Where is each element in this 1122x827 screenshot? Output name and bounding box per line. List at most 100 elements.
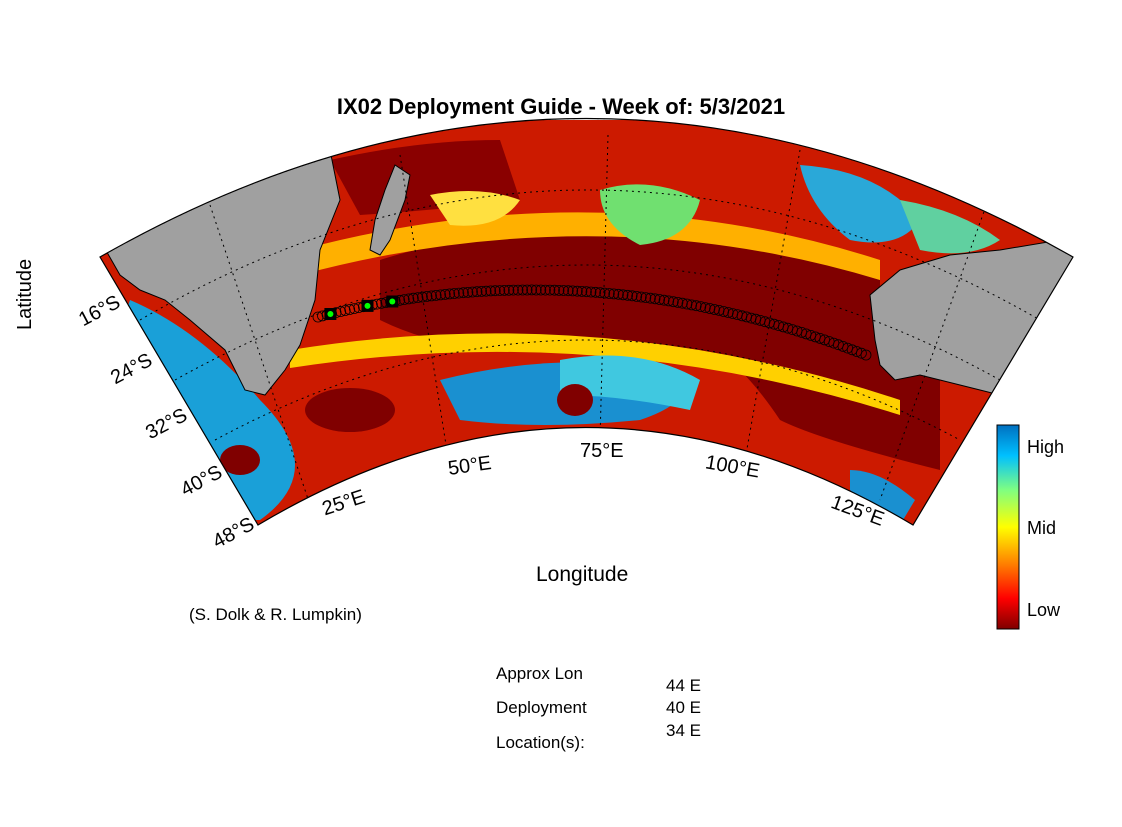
track-point [663,295,675,307]
track-point [576,285,588,297]
colorbar-high-label: High [1027,437,1065,457]
track-point [672,296,684,308]
track-point [348,303,360,315]
deployment-lon-value: 34 E [666,721,701,740]
colorbar-low-label: Low [1027,600,1061,620]
track-point [617,289,629,301]
deployment-markers [324,295,399,320]
deployment-lon-value: 44 E [666,676,701,695]
track-point [453,287,465,299]
colorbar [996,424,1020,630]
deployment-marker-dot [364,302,371,309]
track-point [635,291,647,303]
track-point [457,287,469,299]
track-point [686,299,697,311]
ocean-field [100,120,1073,525]
track-point [448,288,460,299]
track-point [622,289,633,301]
track-point [521,284,533,296]
track-point [485,285,497,297]
info-label-line2: Deployment [496,698,587,717]
track-point [526,284,538,296]
track-point [517,284,528,296]
track-point [503,284,515,296]
track-point [645,292,656,304]
track-point [833,339,844,351]
track-point [558,285,569,296]
track-point [403,293,415,305]
deployment-marker-dot [327,311,334,317]
track-point [439,288,451,300]
map-frame [99,118,1074,526]
track-point [489,285,501,297]
track-point [544,284,556,296]
chart-title: IX02 Deployment Guide - Week of: 5/3/202… [336,94,786,119]
track-point [599,287,611,299]
track-point [842,342,853,354]
track-point [549,284,560,296]
track-point [581,286,592,298]
track-point [695,301,707,313]
deployment-lon-value: 40 E [666,698,701,717]
track-point [471,286,483,298]
info-label-line1: Approx Lon [496,664,583,683]
track-point [704,303,716,314]
africa-landmass [100,149,341,396]
track-point [462,286,474,298]
track-point [476,285,488,297]
track-point [571,285,583,297]
track-point [851,346,863,357]
track-point [590,286,601,298]
track-point [339,305,351,316]
track-point [430,289,442,301]
madagascar-landmass [369,164,411,256]
info-label-line3: Location(s): [496,733,585,752]
track-point [681,298,693,310]
track-point [718,306,730,317]
track-point [435,289,447,301]
track-point [594,287,606,299]
track-point [677,297,688,309]
track-point [667,296,679,308]
track-point [480,285,492,297]
track-point [699,302,711,314]
track-point [567,285,579,297]
track-point [494,285,506,297]
track-point [613,288,624,300]
x-axis-label: Longitude [536,563,629,586]
track-point [407,292,419,304]
track-point [658,294,670,306]
track-point [426,290,437,302]
track-point [860,349,872,361]
track-point [654,294,665,305]
track-point [535,284,547,296]
lon-tick-label: 75°E [580,440,624,462]
track-point [585,286,597,298]
track-point [553,284,565,296]
track-point [649,293,661,305]
track-point [856,347,867,359]
track-point [508,284,519,296]
track-point [421,290,433,302]
track-point [837,340,849,352]
track-point [416,291,428,303]
track-point [498,284,510,296]
deployment-marker-dot [389,298,396,305]
track-point [540,284,551,296]
track-point [512,284,524,296]
track-point [608,288,620,300]
track-point [562,285,574,297]
track-point [603,288,615,299]
ship-track [312,284,872,361]
track-point [846,344,858,356]
track-point [690,300,702,312]
track-point [626,290,638,302]
track-point [530,284,542,296]
track-point [444,288,456,300]
track-point [412,292,424,304]
track-point [631,290,643,302]
track-point [398,294,410,306]
track-point [640,292,652,304]
y-axis-label: Latitude [14,258,36,330]
